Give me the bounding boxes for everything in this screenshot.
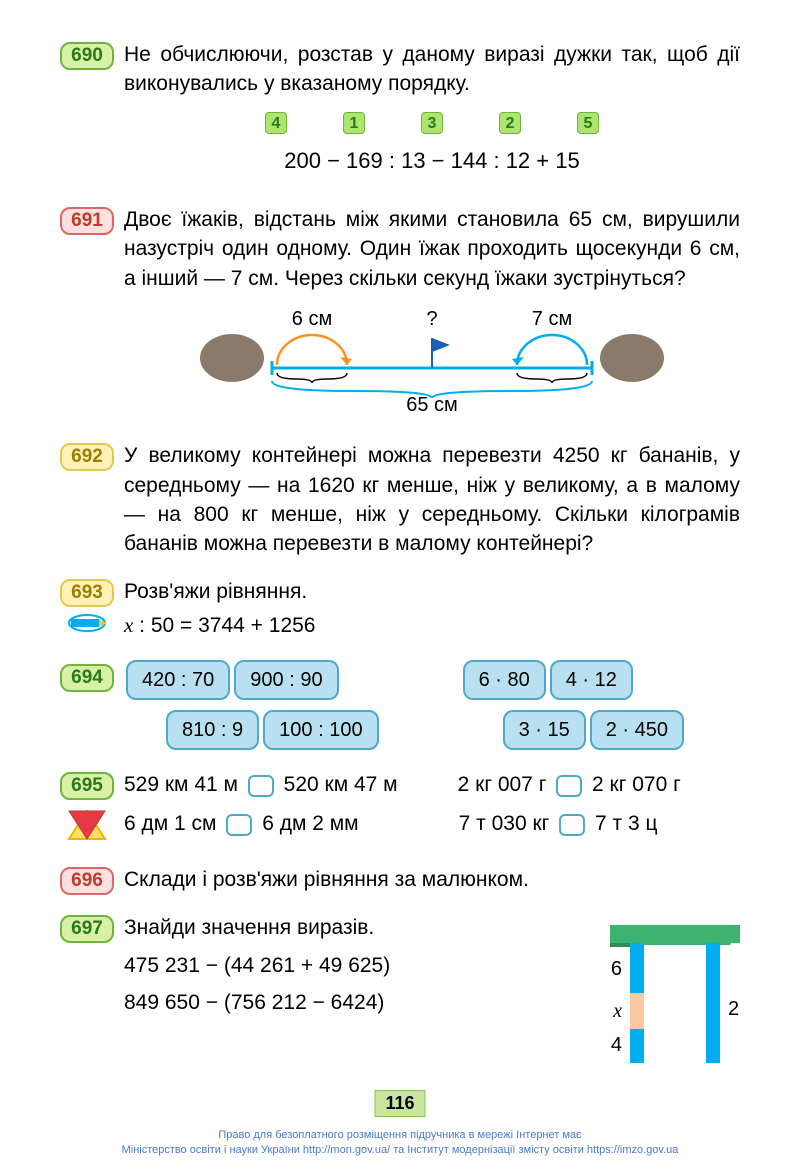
task-number-badge: 693 — [60, 579, 114, 607]
order-badge: 3 — [421, 112, 443, 134]
label-6: 6 — [611, 958, 622, 980]
calc-col-left: 420 : 70900 : 90 810 : 9100 : 100 — [124, 658, 381, 752]
equation: x : 50 = 3744 + 1256 — [124, 611, 740, 640]
task-number-badge: 695 — [60, 772, 114, 800]
task-693: 693 Розв'яжи рівняння. — [60, 577, 740, 607]
order-badge: 1 — [343, 112, 365, 134]
task-691: 691 Двоє їжаків, відстань між якими стан… — [60, 205, 740, 423]
compare-box[interactable] — [559, 814, 585, 836]
label-20: 20 — [728, 998, 740, 1020]
compare-box[interactable] — [556, 775, 582, 797]
calc-box: 3 · 15 — [503, 710, 586, 750]
task-body: Не обчислюючи, розстав у даному виразі д… — [124, 40, 740, 187]
task-text: Не обчислюючи, розстав у даному виразі д… — [124, 40, 740, 99]
seg-6 — [630, 943, 644, 993]
order-badge: 2 — [499, 112, 521, 134]
seg-4 — [630, 1029, 644, 1063]
task-693-eq: x : 50 = 3744 + 1256 — [60, 611, 740, 640]
compare-rows: 529 км 41 м 520 км 47 м 2 кг 007 г 2 кг … — [124, 770, 740, 805]
seg-20 — [706, 943, 720, 1063]
label-x: x — [612, 1000, 622, 1022]
calc-box: 810 : 9 — [166, 710, 259, 750]
calc-groups: 420 : 70900 : 90 810 : 9100 : 100 6 · 80… — [124, 658, 740, 752]
compare-box[interactable] — [226, 814, 252, 836]
task-text: Склади і розв'яжи рівняння за малюн­ком. — [124, 865, 564, 894]
task-690: 690 Не обчислюючи, розстав у даному вира… — [60, 40, 740, 187]
task-696: 696 Склади і розв'яжи рівняння за малюн­… — [60, 865, 740, 895]
task-body: Двоє їжаків, відстань між якими становил… — [124, 205, 740, 423]
right-speed-label: 7 см — [532, 308, 572, 330]
right-arc — [517, 335, 587, 365]
task-number-badge: 696 — [60, 867, 114, 895]
task-text: Розв'яжи рівняння. — [124, 577, 740, 606]
calc-box: 4 · 12 — [550, 660, 633, 700]
label-4: 4 — [611, 1034, 622, 1056]
footer-line-1: Право для безоплатного розміщення підруч… — [0, 1128, 800, 1142]
total-label: 65 см — [406, 394, 458, 413]
task-692: 692 У великому контейнері можна перевезт… — [60, 441, 740, 559]
diagram-svg: 6 см 7 см ? 65 см — [192, 303, 672, 413]
left-speed-label: 6 см — [292, 308, 332, 330]
task-text: Двоє їжаків, відстань між якими становил… — [124, 205, 740, 293]
order-badges-row: 4 1 3 2 5 — [124, 107, 740, 136]
task-text: У великому контейнері можна перевезти 42… — [124, 441, 740, 559]
footer: Право для безоплатного розміщення підруч… — [0, 1128, 800, 1157]
footer-line-2: Міністерство освіти і науки України http… — [0, 1143, 800, 1157]
warning-icon — [60, 809, 114, 847]
task-number-badge: 691 — [60, 207, 114, 235]
page-number: 116 — [374, 1090, 425, 1117]
calc-box: 100 : 100 — [263, 710, 378, 750]
left-arc — [277, 335, 347, 365]
order-badge: 5 — [577, 112, 599, 134]
calc-box: 900 : 90 — [234, 660, 338, 700]
task-number-badge: 690 — [60, 42, 114, 70]
pencil-icon — [60, 611, 114, 635]
task-694: 694 420 : 70900 : 90 810 : 9100 : 100 6 … — [60, 658, 740, 752]
task-695: 695 529 км 41 м 520 км 47 м 2 кг 007 г 2… — [60, 770, 740, 805]
seg-x — [630, 993, 644, 1029]
calc-box: 6 · 80 — [463, 660, 546, 700]
task-number-badge: 697 — [60, 915, 114, 943]
question-label: ? — [426, 308, 437, 330]
hedgehog-left-icon — [200, 334, 264, 382]
hedgehog-right-icon — [600, 334, 664, 382]
task-number-badge: 694 — [60, 664, 114, 692]
compare-rows: 6 дм 1 см 6 дм 2 мм 7 т 030 кг 7 т 3 ц — [124, 809, 740, 844]
calc-box: 420 : 70 — [126, 660, 230, 700]
calc-col-right: 6 · 804 · 12 3 · 152 · 450 — [461, 658, 686, 752]
task-695-row2: 6 дм 1 см 6 дм 2 мм 7 т 030 кг 7 т 3 ц — [60, 809, 740, 847]
order-badge: 4 — [265, 112, 287, 134]
expression: 200 − 169 : 13 − 144 : 12 + 15 — [124, 146, 740, 177]
hedgehog-diagram: 6 см 7 см ? 65 см — [124, 303, 740, 413]
pi-diagram: 6 x 4 20 — [610, 925, 740, 1081]
compare-box[interactable] — [248, 775, 274, 797]
calc-box: 2 · 450 — [590, 710, 684, 750]
task-number-badge: 692 — [60, 443, 114, 471]
